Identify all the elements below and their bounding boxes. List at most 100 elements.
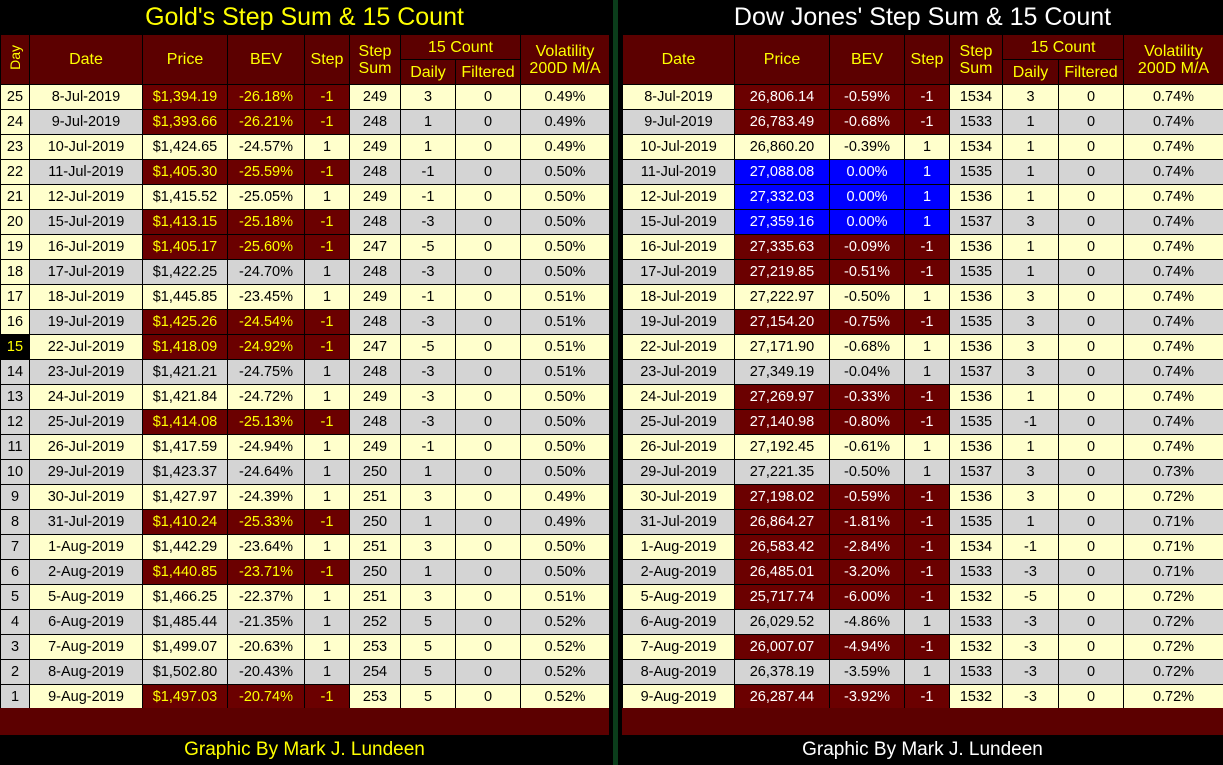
bev-cell: -24.92% [227,334,305,360]
header-step-sum: Step Sum [349,34,401,85]
bev-cell: -0.51% [829,259,905,285]
daily-count-cell: -3 [1002,609,1059,635]
date-cell: 17-Jul-2019 [29,259,143,285]
filtered-count-cell: 0 [455,359,521,385]
volatility-cell: 0.49% [520,84,610,110]
day-cell: 21 [0,184,30,210]
date-cell: 8-Aug-2019 [622,659,735,685]
step-sum-cell: 1533 [949,559,1003,585]
table-row: 30-Jul-2019 27,198.02 -0.59% -1 1536 3 0 0.72% [622,484,1223,510]
step-cell: 1 [904,459,950,485]
date-cell: 12-Jul-2019 [622,184,735,210]
daily-count-cell: 1 [1002,159,1059,185]
table-row: 8-Aug-2019 26,378.19 -3.59% 1 1533 -3 0 0.72% [622,659,1223,685]
step-sum-cell: 251 [349,584,401,610]
filtered-count-cell: 0 [1058,159,1124,185]
filtered-count-cell: 0 [455,109,521,135]
step-sum-cell: 1534 [949,534,1003,560]
date-cell: 7-Aug-2019 [29,634,143,660]
step-sum-cell: 1535 [949,259,1003,285]
volatility-cell: 0.74% [1123,109,1223,135]
daily-count-cell: 1 [400,559,456,585]
date-cell: 9-Jul-2019 [622,109,735,135]
daily-count-cell: 3 [1002,484,1059,510]
filtered-count-cell: 0 [455,234,521,260]
daily-count-cell: 1 [1002,109,1059,135]
step-cell: -1 [904,634,950,660]
step-sum-cell: 248 [349,359,401,385]
table-row: 20 15-Jul-2019 $1,413.15 -25.18% -1 248 -3 0 0.5… [0,209,610,235]
step-cell: 1 [304,134,350,160]
step-sum-cell: 1535 [949,409,1003,435]
filtered-count-cell: 0 [455,159,521,185]
filtered-count-cell: 0 [455,484,521,510]
date-cell: 9-Jul-2019 [29,109,143,135]
table-row: 17 18-Jul-2019 $1,445.85 -23.45% 1 249 -1 0 0.51… [0,284,610,310]
day-cell: 14 [0,359,30,385]
filtered-count-cell: 0 [455,134,521,160]
bev-cell: -25.33% [227,509,305,535]
bev-cell: -24.54% [227,309,305,335]
daily-count-cell: 5 [400,659,456,685]
bev-cell: -23.45% [227,284,305,310]
date-cell: 22-Jul-2019 [29,334,143,360]
date-cell: 18-Jul-2019 [29,284,143,310]
price-cell: 26,860.20 [734,134,830,160]
price-cell: $1,405.17 [142,234,228,260]
filtered-count-cell: 0 [455,334,521,360]
step-cell: 1 [304,634,350,660]
price-cell: $1,417.59 [142,434,228,460]
price-cell: 26,864.27 [734,509,830,535]
day-cell: 13 [0,384,30,410]
price-cell: $1,414.08 [142,409,228,435]
date-cell: 6-Aug-2019 [622,609,735,635]
header-step: Step [904,34,950,85]
daily-count-cell: 1 [400,109,456,135]
header-bev: BEV [227,34,305,85]
gold-spacer-bar [0,708,609,735]
step-cell: -1 [904,584,950,610]
table-row: 4 6-Aug-2019 $1,485.44 -21.35% 1 252 5 0 0.52% [0,609,610,635]
filtered-count-cell: 0 [455,209,521,235]
table-row: 8-Jul-2019 26,806.14 -0.59% -1 1534 3 0 0.74% [622,84,1223,110]
date-cell: 11-Jul-2019 [622,159,735,185]
step-sum-cell: 1536 [949,334,1003,360]
step-sum-cell: 1532 [949,584,1003,610]
date-cell: 10-Jul-2019 [622,134,735,160]
date-cell: 23-Jul-2019 [622,359,735,385]
daily-count-cell: 3 [1002,459,1059,485]
bev-cell: -2.84% [829,534,905,560]
daily-count-cell: -3 [1002,659,1059,685]
step-sum-cell: 1533 [949,609,1003,635]
daily-count-cell: -5 [400,234,456,260]
day-cell: 5 [0,584,30,610]
daily-count-cell: 3 [1002,309,1059,335]
volatility-cell: 0.50% [520,409,610,435]
step-sum-cell: 250 [349,459,401,485]
step-sum-cell: 253 [349,684,401,710]
daily-count-cell: 3 [400,84,456,110]
day-cell: 7 [0,534,30,560]
step-cell: 1 [904,609,950,635]
volatility-cell: 0.49% [520,134,610,160]
daily-count-cell: -1 [400,159,456,185]
day-cell: 4 [0,609,30,635]
date-cell: 30-Jul-2019 [29,484,143,510]
bev-cell: -25.13% [227,409,305,435]
filtered-count-cell: 0 [1058,609,1124,635]
header-bev: BEV [829,34,905,85]
step-cell: 1 [304,534,350,560]
step-sum-cell: 248 [349,159,401,185]
filtered-count-cell: 0 [1058,634,1124,660]
price-cell: 27,154.20 [734,309,830,335]
date-cell: 22-Jul-2019 [622,334,735,360]
day-cell: 20 [0,209,30,235]
day-cell: 8 [0,509,30,535]
header-filtered: Filtered [455,59,521,85]
filtered-count-cell: 0 [1058,484,1124,510]
table-row: 23-Jul-2019 27,349.19 -0.04% 1 1537 3 0 0.74% [622,359,1223,385]
bev-cell: -0.75% [829,309,905,335]
table-row: 19-Jul-2019 27,154.20 -0.75% -1 1535 3 0 0.74% [622,309,1223,335]
day-cell: 23 [0,134,30,160]
filtered-count-cell: 0 [1058,384,1124,410]
